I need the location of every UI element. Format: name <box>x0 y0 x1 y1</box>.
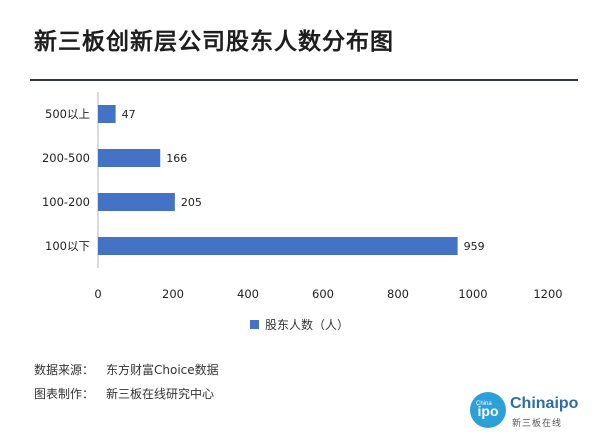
category-label: 500以上 <box>45 107 90 121</box>
data-label: 47 <box>122 108 136 121</box>
chart-title: 新三板创新层公司股东人数分布图 <box>34 29 394 55</box>
x-tick-label: 1000 <box>458 287 487 301</box>
chart-maker: 图表制作： 新三板在线研究中心 <box>34 385 214 402</box>
bar <box>98 193 175 211</box>
bar-chart: 47 500以上 166 200-500 205 100-200 959 100以下 0 200 4… <box>42 92 563 301</box>
data-source: 数据来源： 东方财富Choice数据 <box>34 361 219 378</box>
category-label: 200-500 <box>42 151 90 165</box>
x-tick-label: 800 <box>387 287 409 301</box>
logo-circle-icon: China ipo <box>470 392 506 428</box>
title-divider <box>30 79 578 81</box>
x-tick-label: 1200 <box>533 287 562 301</box>
bar <box>98 237 458 255</box>
category-label: 100以下 <box>45 239 90 253</box>
logo-wordmark: Chinaipo <box>510 395 579 412</box>
legend-swatch <box>250 320 259 329</box>
chinaipo-logo: China ipo Chinaipo 新三板在线 <box>470 388 582 432</box>
bar <box>98 149 161 167</box>
legend: 股东人数（人） <box>250 316 349 333</box>
x-tick-label: 400 <box>237 287 259 301</box>
data-label: 205 <box>181 196 202 209</box>
data-source-key: 数据来源： <box>34 363 95 377</box>
x-tick-label: 600 <box>312 287 334 301</box>
chart-maker-key: 图表制作： <box>34 387 95 401</box>
data-label: 959 <box>464 240 485 253</box>
data-label: 166 <box>166 152 187 165</box>
logo-circle-top: China <box>476 401 492 407</box>
logo-circle-main: ipo <box>477 403 499 419</box>
legend-label: 股东人数（人） <box>265 318 350 332</box>
data-source-value: 东方财富Choice数据 <box>106 363 219 377</box>
bar <box>98 105 116 123</box>
category-label: 100-200 <box>42 195 90 209</box>
x-tick-label: 0 <box>94 287 101 301</box>
logo-subtitle: 新三板在线 <box>512 419 563 429</box>
chart-maker-value: 新三板在线研究中心 <box>106 387 215 401</box>
x-tick-label: 200 <box>162 287 184 301</box>
